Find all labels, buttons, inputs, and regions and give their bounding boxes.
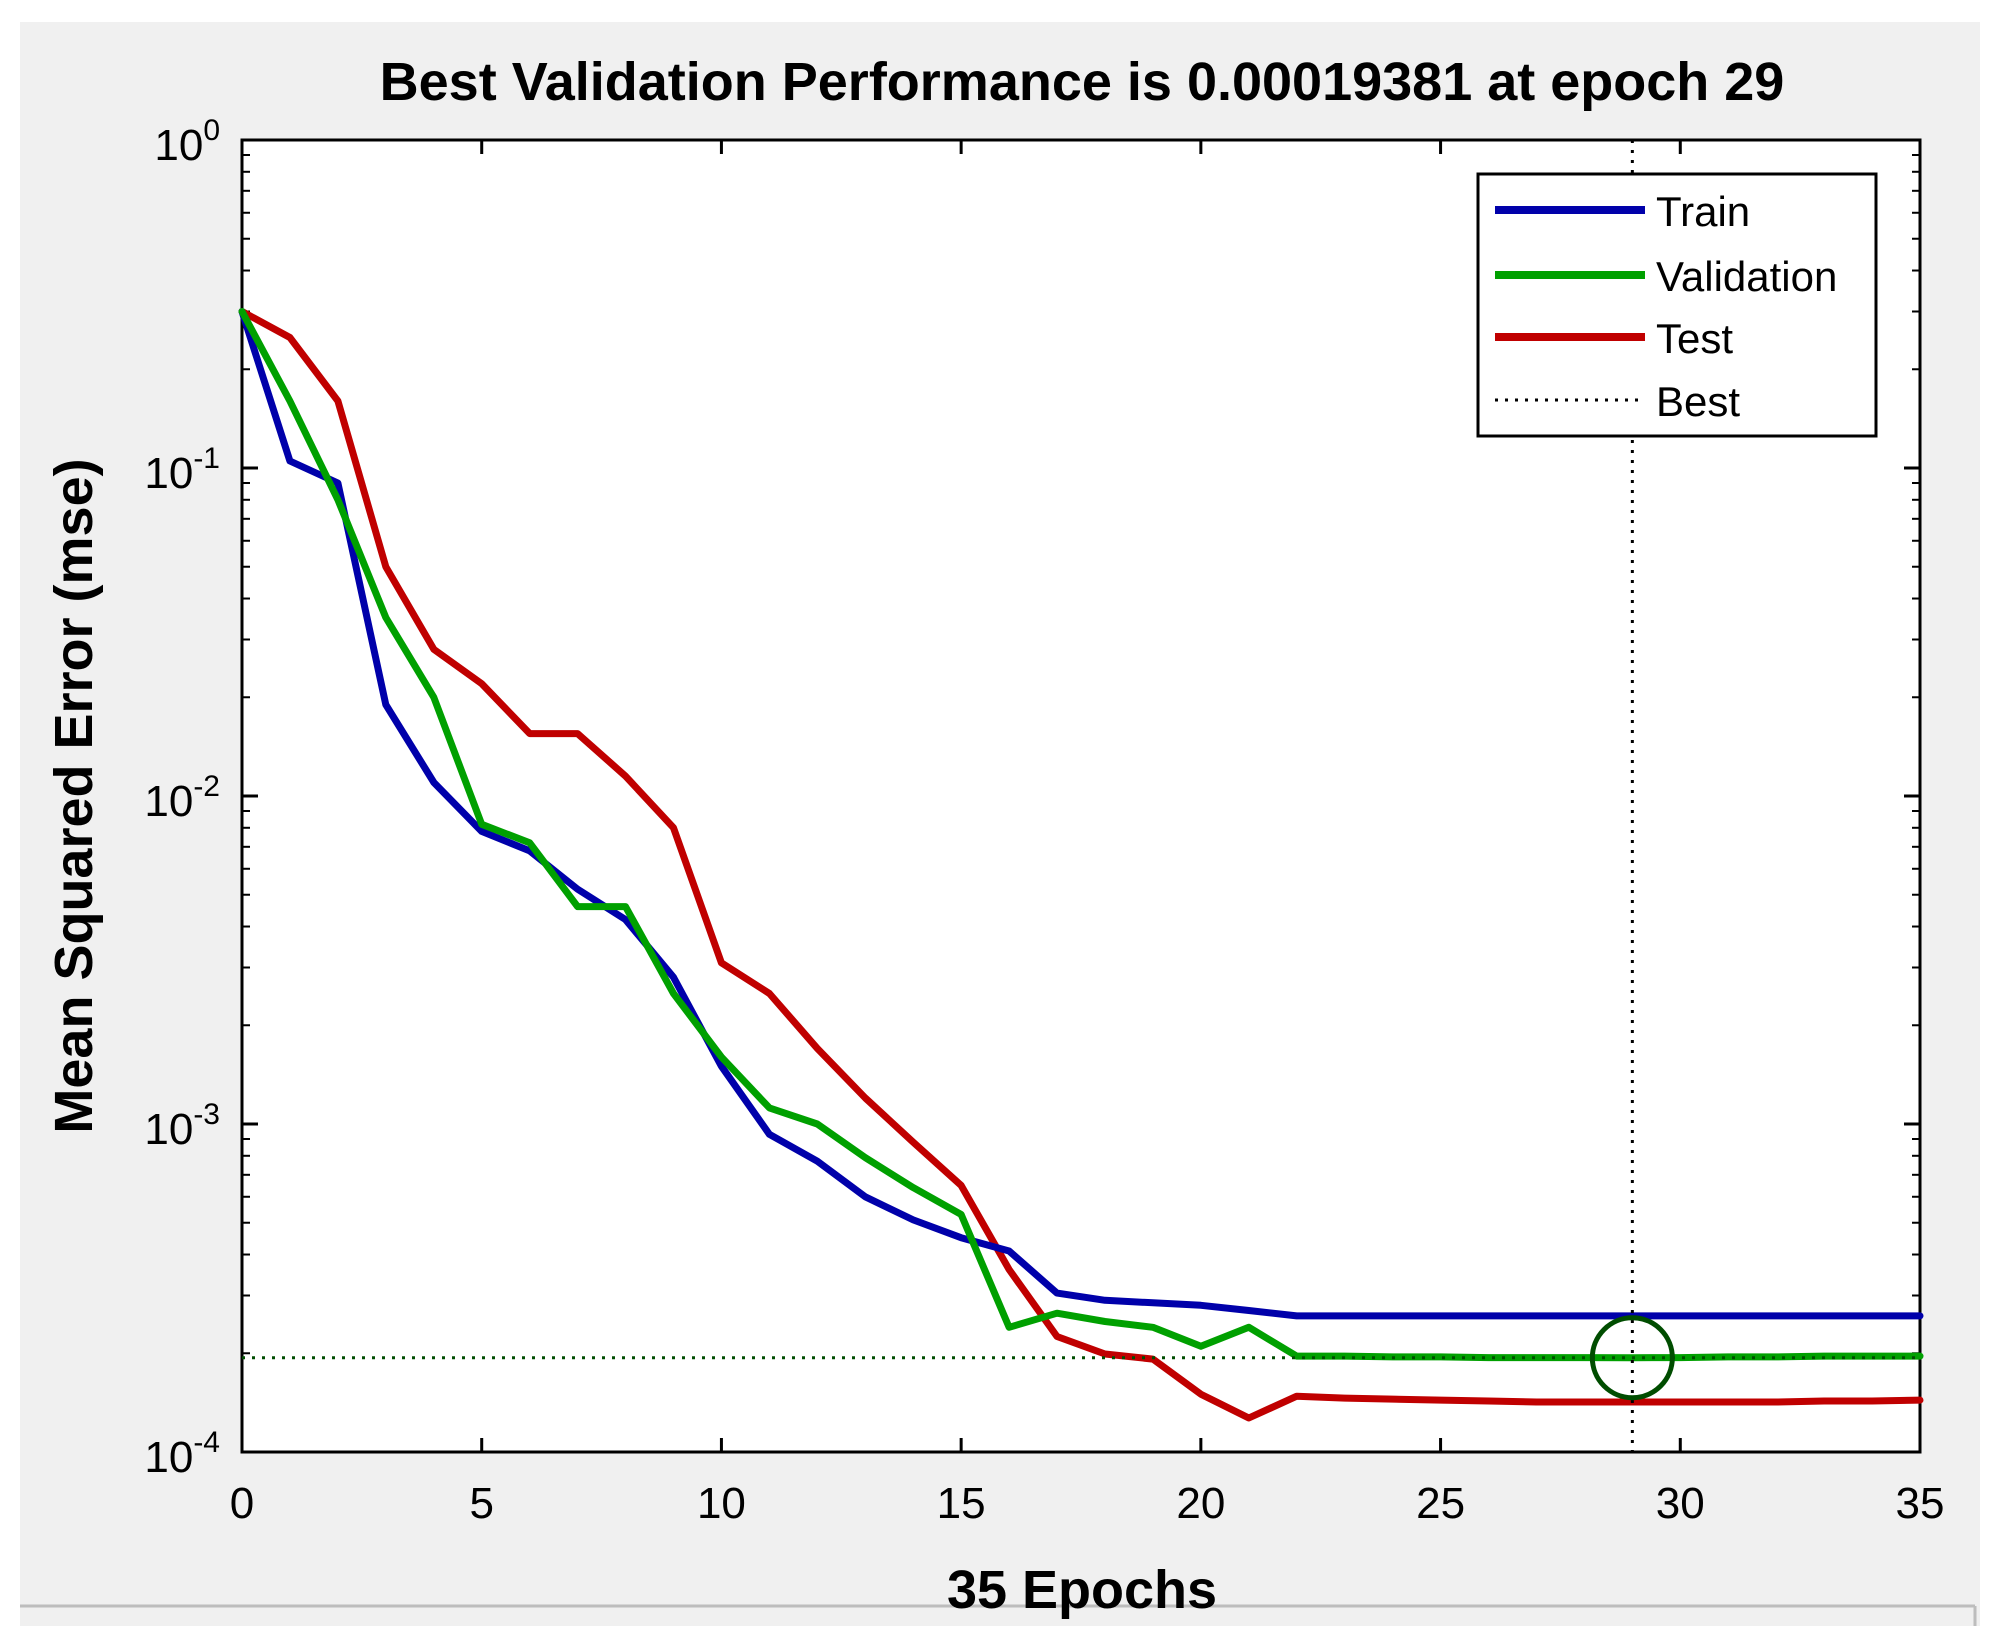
legend-label-test: Test <box>1656 315 1733 362</box>
x-axis-label: 35 Epochs <box>947 1560 1217 1620</box>
y-tick-label: 10-3 <box>144 1098 220 1154</box>
series-line-test <box>238 308 1924 1422</box>
x-tick-label: 20 <box>1176 1479 1225 1528</box>
x-tick-label: 30 <box>1656 1479 1705 1528</box>
series-line-train <box>238 308 1924 1320</box>
x-tick-label: 15 <box>937 1479 986 1528</box>
x-tick-label: 0 <box>230 1479 254 1528</box>
legend-label-best: Best <box>1656 378 1740 425</box>
legend-label-train: Train <box>1656 188 1750 235</box>
series-lines <box>238 308 1924 1422</box>
best-markers <box>242 140 1920 1452</box>
axes-ticks: 0 5 10 15 20 25 30 35 100 10-1 10-2 10-3 10-4 <box>144 114 1944 1528</box>
chart-title: Best Validation Performance is 0.0001938… <box>380 52 1785 112</box>
x-tick-label: 5 <box>469 1479 493 1528</box>
best-point-marker <box>1589 1315 1675 1401</box>
x-tick-label: 35 <box>1896 1479 1945 1528</box>
x-tick-label: 25 <box>1416 1479 1465 1528</box>
y-tick-label: 10-1 <box>144 442 220 498</box>
legend: Train Validation Test Best <box>1476 172 1878 438</box>
legend-label-validation: Validation <box>1656 253 1837 300</box>
y-tick-label: 10-4 <box>144 1426 220 1482</box>
y-axis-label: Mean Squared Error (mse) <box>44 458 104 1133</box>
x-tick-label: 10 <box>697 1479 746 1528</box>
y-tick-label: 10-2 <box>144 770 220 826</box>
y-tick-label: 100 <box>154 114 220 170</box>
series-line-validation <box>238 308 1924 1362</box>
legend-box <box>1476 172 1878 438</box>
